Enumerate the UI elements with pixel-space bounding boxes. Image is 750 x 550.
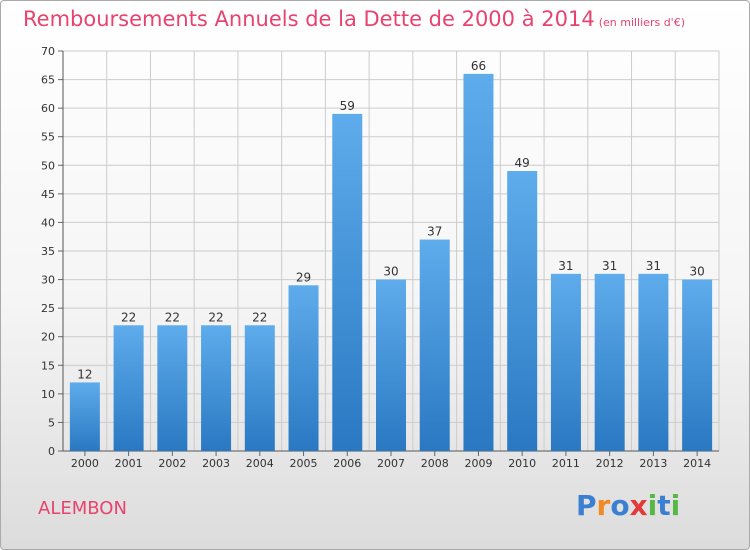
x-tick-label-2008: 2008 — [421, 457, 449, 470]
x-tick-label-2003: 2003 — [202, 457, 230, 470]
data-label-2006: 59 — [340, 99, 355, 113]
x-tick-label-2006: 2006 — [333, 457, 361, 470]
y-tick-label-65: 65 — [41, 74, 55, 87]
data-label-2014: 30 — [689, 265, 704, 279]
bar-2012 — [594, 273, 625, 451]
data-label-2009: 66 — [471, 59, 486, 73]
logo-letter: i — [670, 489, 681, 522]
bar-2011 — [550, 273, 581, 451]
y-tick-label-35: 35 — [41, 245, 55, 258]
bar-2010 — [507, 171, 538, 451]
logo-letter: x — [629, 489, 648, 522]
data-label-2004: 22 — [252, 310, 267, 324]
chart-subtitle: (en milliers d'€) — [598, 16, 685, 29]
bar-2009 — [463, 73, 494, 451]
y-tick-label-45: 45 — [41, 188, 55, 201]
labels: 2000 12 2001 22 2002 22 2003 22 2004 22 2005 29 2006… — [71, 59, 711, 470]
bar-2014 — [682, 279, 713, 451]
bar-2003 — [201, 325, 232, 451]
x-tick-label-2010: 2010 — [508, 457, 536, 470]
y-tick-label-25: 25 — [41, 302, 55, 315]
data-label-2011: 31 — [558, 259, 573, 273]
bar-2000 — [69, 382, 100, 451]
bars — [69, 73, 713, 451]
logo-letter: i — [647, 489, 658, 522]
bar-2007 — [376, 279, 406, 451]
data-label-2010: 49 — [515, 156, 530, 170]
x-tick-label-2014: 2014 — [683, 457, 711, 470]
y-tick-label-10: 10 — [41, 388, 55, 401]
logo-letter: P — [576, 489, 597, 522]
logo-letter: r — [596, 489, 611, 522]
bar-2004 — [244, 325, 275, 451]
chart-title: Remboursements Annuels de la Dette de 20… — [23, 7, 685, 31]
data-label-2000: 12 — [77, 367, 92, 381]
x-tick-label-2005: 2005 — [290, 457, 318, 470]
x-tick-label-2007: 2007 — [377, 457, 405, 470]
x-tick-label-2002: 2002 — [158, 457, 186, 470]
x-tick-label-2012: 2012 — [596, 457, 624, 470]
logo-letter: o — [610, 489, 630, 522]
chart-title-text: Remboursements Annuels de la Dette de 20… — [23, 7, 595, 31]
bar-2001 — [113, 325, 144, 451]
bar-2006 — [332, 113, 363, 451]
logo-letter: t — [657, 489, 671, 522]
place-name: ALEMBON — [38, 498, 127, 519]
data-label-2002: 22 — [165, 310, 180, 324]
x-tick-label-2000: 2000 — [71, 457, 99, 470]
y-tick-label-55: 55 — [41, 131, 55, 144]
x-tick-label-2009: 2009 — [464, 457, 492, 470]
data-label-2012: 31 — [602, 259, 617, 273]
data-label-2013: 31 — [646, 259, 661, 273]
y-tick-label-0: 0 — [48, 445, 55, 458]
y-tick-label-70: 70 — [41, 45, 55, 58]
proxiti-logo[interactable]: Proxiti — [576, 489, 680, 522]
data-label-2005: 29 — [296, 270, 311, 284]
y-tick-label-50: 50 — [41, 159, 55, 172]
y-tick-label-20: 20 — [41, 331, 55, 344]
bar-2008 — [419, 239, 450, 451]
x-tick-label-2011: 2011 — [552, 457, 580, 470]
y-tick-label-40: 40 — [41, 216, 55, 229]
x-tick-label-2001: 2001 — [115, 457, 143, 470]
bar-2005 — [288, 285, 319, 451]
bar-2002 — [157, 325, 188, 451]
data-label-2003: 22 — [208, 310, 223, 324]
y-tick-label-30: 30 — [41, 274, 55, 287]
bar-2013 — [638, 273, 669, 451]
data-label-2001: 22 — [121, 310, 136, 324]
y-tick-label-15: 15 — [41, 359, 55, 372]
x-tick-label-2004: 2004 — [246, 457, 274, 470]
y-tick-label-60: 60 — [41, 102, 55, 115]
x-tick-label-2013: 2013 — [639, 457, 667, 470]
data-label-2007: 30 — [383, 265, 398, 279]
data-label-2008: 37 — [427, 225, 442, 239]
y-tick-label-5: 5 — [48, 416, 55, 429]
